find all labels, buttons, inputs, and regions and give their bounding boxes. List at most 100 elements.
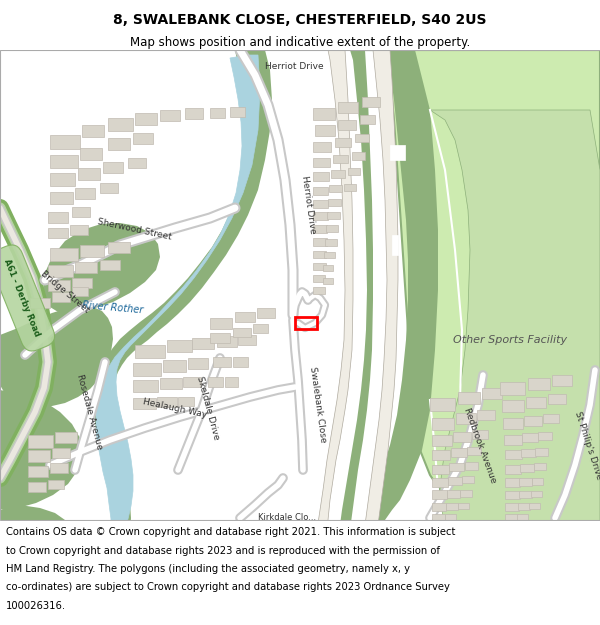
Bar: [446, 503, 458, 510]
Text: St Philip's Drive: St Philip's Drive: [573, 410, 600, 480]
Bar: [449, 463, 464, 471]
Bar: [432, 514, 445, 521]
Bar: [522, 433, 538, 442]
Bar: [467, 447, 481, 455]
Bar: [48, 265, 73, 277]
Bar: [50, 135, 80, 149]
Bar: [362, 97, 380, 107]
Bar: [445, 514, 456, 520]
Text: 100026316.: 100026316.: [6, 601, 66, 611]
Bar: [75, 262, 97, 273]
Bar: [52, 292, 70, 302]
Bar: [253, 324, 268, 333]
Polygon shape: [95, 50, 272, 570]
Polygon shape: [96, 55, 260, 570]
Polygon shape: [430, 110, 600, 570]
Text: Skeldale Drive: Skeldale Drive: [195, 375, 221, 441]
Bar: [519, 491, 532, 498]
Bar: [50, 155, 78, 168]
Polygon shape: [392, 235, 398, 255]
Bar: [482, 388, 502, 399]
Bar: [432, 490, 447, 499]
Bar: [355, 134, 369, 142]
Bar: [323, 265, 333, 271]
Bar: [28, 435, 53, 448]
Bar: [163, 360, 186, 372]
Bar: [529, 503, 540, 509]
Text: Other Sports Facility: Other Sports Facility: [453, 335, 567, 345]
Bar: [505, 478, 520, 487]
Bar: [520, 464, 534, 472]
Bar: [352, 152, 365, 160]
Bar: [528, 378, 550, 390]
Bar: [503, 418, 523, 429]
Bar: [315, 125, 335, 136]
Bar: [50, 463, 68, 473]
Bar: [313, 225, 327, 233]
Bar: [465, 462, 478, 470]
Bar: [133, 363, 161, 376]
Bar: [432, 450, 450, 460]
Bar: [329, 185, 342, 192]
Bar: [52, 448, 70, 458]
Bar: [521, 449, 536, 457]
Bar: [82, 125, 104, 137]
Text: Herriot Drive: Herriot Drive: [300, 176, 317, 234]
Bar: [543, 414, 559, 423]
Bar: [48, 212, 68, 223]
Bar: [360, 115, 375, 124]
Bar: [48, 228, 68, 238]
Bar: [451, 448, 467, 457]
Bar: [458, 392, 480, 404]
Bar: [326, 225, 338, 232]
Bar: [257, 308, 275, 318]
Bar: [213, 357, 231, 367]
Bar: [210, 318, 232, 329]
Bar: [313, 212, 328, 220]
Bar: [50, 192, 73, 204]
Bar: [100, 183, 118, 193]
Bar: [333, 155, 348, 163]
Text: Contains OS data © Crown copyright and database right 2021. This information is : Contains OS data © Crown copyright and d…: [6, 528, 455, 538]
Bar: [48, 480, 64, 489]
Text: A61 - Derby Road: A61 - Derby Road: [2, 258, 41, 338]
Bar: [108, 118, 133, 131]
Bar: [344, 184, 356, 191]
Bar: [518, 503, 530, 510]
Bar: [210, 333, 230, 343]
Bar: [160, 110, 180, 121]
Bar: [535, 448, 548, 456]
Bar: [505, 503, 519, 511]
Bar: [338, 120, 356, 130]
Bar: [72, 287, 88, 296]
Bar: [531, 491, 542, 497]
Bar: [183, 377, 201, 387]
Bar: [325, 239, 337, 246]
Bar: [28, 466, 48, 477]
Bar: [534, 463, 546, 470]
Bar: [538, 432, 552, 440]
Text: Herriot Drive: Herriot Drive: [265, 62, 323, 71]
Text: Sherwood Street: Sherwood Street: [97, 217, 173, 242]
Bar: [235, 312, 255, 322]
Text: Redbrook Avenue: Redbrook Avenue: [462, 406, 497, 484]
Bar: [328, 199, 341, 206]
Bar: [230, 107, 245, 117]
Bar: [477, 410, 495, 420]
Bar: [295, 317, 317, 329]
Bar: [233, 328, 251, 337]
Bar: [30, 298, 50, 308]
Bar: [80, 245, 104, 257]
Bar: [50, 248, 78, 261]
Bar: [313, 200, 328, 208]
Bar: [28, 482, 46, 492]
Text: Healaugh Way: Healaugh Way: [142, 398, 208, 420]
Polygon shape: [43, 223, 160, 319]
Text: Map shows position and indicative extent of the property.: Map shows position and indicative extent…: [130, 36, 470, 49]
Bar: [552, 375, 572, 386]
Text: 8, SWALEBANK CLOSE, CHESTERFIELD, S40 2US: 8, SWALEBANK CLOSE, CHESTERFIELD, S40 2U…: [113, 12, 487, 26]
Bar: [157, 397, 177, 407]
Text: River Rother: River Rother: [82, 301, 144, 316]
Text: Bridge Street: Bridge Street: [39, 269, 91, 315]
Bar: [327, 212, 340, 219]
